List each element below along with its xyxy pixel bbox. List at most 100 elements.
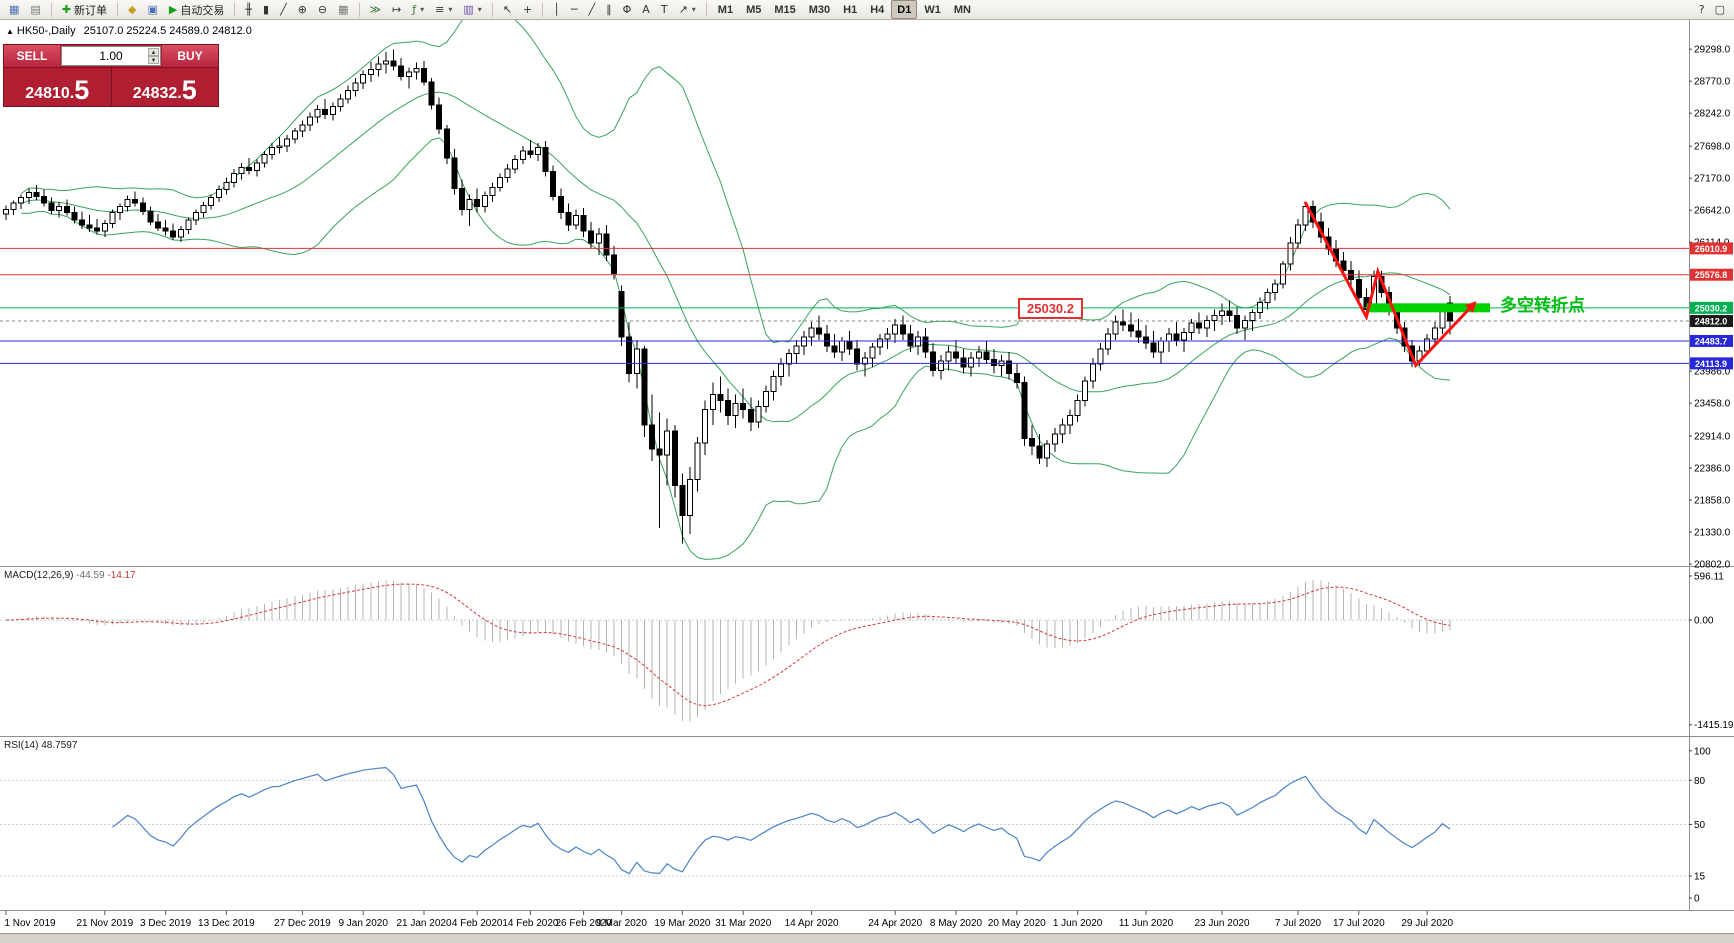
price-marker-label xyxy=(1690,334,1733,347)
candle-body xyxy=(671,430,678,486)
rsi-axis-label: 15 xyxy=(1694,872,1706,883)
candle-body xyxy=(1029,438,1035,447)
fibonacci-button[interactable]: Φ xyxy=(618,0,637,19)
candle-body xyxy=(1234,315,1241,329)
tf-m15-button[interactable]: M15 xyxy=(768,0,801,19)
candle-body xyxy=(611,254,617,274)
candle-body xyxy=(846,340,853,350)
templates-button[interactable]: ▥ ▾ xyxy=(458,0,486,19)
metaeditor-button[interactable]: ◆ xyxy=(123,0,141,19)
candle-body xyxy=(968,357,975,368)
candle-body xyxy=(497,177,503,188)
candle-body xyxy=(63,206,70,214)
volume-input[interactable] xyxy=(79,48,143,64)
zoom-out-button[interactable]: ⊖ xyxy=(313,0,332,19)
vertical-line-button[interactable]: │ xyxy=(548,0,565,19)
trendline-button[interactable]: ╱ xyxy=(584,0,601,19)
help-button[interactable]: ? xyxy=(1694,0,1710,19)
candle-body xyxy=(101,223,108,232)
date-axis-label: 23 Jun 2020 xyxy=(1194,918,1249,929)
cursor-button[interactable]: ↖ xyxy=(498,0,517,19)
arrows-button[interactable]: ↗ ▾ xyxy=(674,0,701,19)
templates-icon: ▥ xyxy=(463,3,474,16)
text-label-button[interactable]: T xyxy=(656,0,673,19)
candlestick-chart-button[interactable]: ▮ xyxy=(258,0,274,19)
tf-d1-button[interactable]: D1 xyxy=(891,0,918,19)
candle-body xyxy=(1150,342,1157,353)
new-order-button[interactable]: ✚ 新订单 xyxy=(57,0,112,19)
candle-body xyxy=(763,390,769,408)
channel-button[interactable]: ∥ xyxy=(601,0,617,19)
candle-body xyxy=(839,340,845,353)
candle-body xyxy=(550,170,557,197)
bar-chart-button[interactable]: ╫ xyxy=(240,0,257,19)
macd-axis-label: -1415.19 xyxy=(1694,720,1734,731)
price-callout[interactable]: 25030.2 xyxy=(1018,298,1083,319)
sell-button[interactable]: SELL xyxy=(4,45,60,67)
autotrading-button[interactable]: ▶ 自动交易 xyxy=(164,0,229,19)
bar-chart-icon: ╫ xyxy=(245,3,252,16)
candle-body xyxy=(10,202,17,211)
candle-body xyxy=(1067,415,1073,426)
price-marker-text: 25030.2 xyxy=(1695,303,1728,313)
support-band[interactable] xyxy=(1366,303,1490,313)
arrows-icon: ↗ xyxy=(678,3,688,16)
candle-body xyxy=(360,74,367,84)
toolbar-right-group: ? ▢ xyxy=(1694,0,1730,19)
tile-windows-icon: ▦ xyxy=(338,3,349,16)
candle-body xyxy=(291,130,298,140)
date-axis-label: 27 Dec 2019 xyxy=(274,918,331,929)
candle-body xyxy=(1036,445,1043,459)
periods-button-caret-icon: ▾ xyxy=(448,5,453,14)
rsi-value: 48.7597 xyxy=(41,740,78,751)
candle-body xyxy=(1127,324,1134,332)
candle-body xyxy=(1272,283,1279,294)
date-axis-label: 14 Apr 2020 xyxy=(785,918,839,929)
tf-h4-button[interactable]: H4 xyxy=(864,0,890,19)
price-marker-text: 24113.9 xyxy=(1695,359,1727,369)
market-watch-button[interactable]: ▣ xyxy=(143,0,163,19)
price-marker-text: 25576.8 xyxy=(1695,270,1728,280)
window-list-button[interactable]: ▢ xyxy=(1710,0,1730,19)
tf-mn-button[interactable]: MN xyxy=(948,0,977,19)
new-chart-button[interactable]: ▦ xyxy=(4,0,24,19)
crosshair-button[interactable]: + xyxy=(518,0,537,19)
date-axis-label: 1 Nov 2019 xyxy=(4,918,56,929)
chart-shift-button[interactable]: ↦ xyxy=(387,0,406,19)
tf-m1-button[interactable]: M1 xyxy=(712,0,739,19)
tf-w1-button[interactable]: W1 xyxy=(918,0,947,19)
volume-up-button[interactable]: ▲ xyxy=(148,48,159,56)
text-button[interactable]: A xyxy=(637,0,655,19)
candle-body xyxy=(86,224,93,229)
tf-m30-button-label: M30 xyxy=(808,3,831,16)
candle-body xyxy=(109,212,116,225)
periods-button[interactable]: ≡ ▾ xyxy=(430,0,457,19)
candle-body xyxy=(1340,260,1347,271)
volume-down-button[interactable]: ▼ xyxy=(148,56,159,64)
zigzag-arrow[interactable] xyxy=(1304,201,1471,369)
candle-body xyxy=(512,158,519,170)
candle-body xyxy=(261,154,268,164)
indicators-button[interactable]: ƒ ▾ xyxy=(407,0,429,19)
zoom-in-button[interactable]: ⊕ xyxy=(293,0,312,19)
tf-h1-button[interactable]: H1 xyxy=(837,0,863,19)
auto-scroll-button[interactable]: ≫ xyxy=(365,0,387,19)
candle-body xyxy=(253,162,260,171)
tf-m30-button[interactable]: M30 xyxy=(803,0,836,19)
tile-windows-button[interactable]: ▦ xyxy=(333,0,353,19)
horizontal-line-button[interactable]: ─ xyxy=(566,0,583,19)
window-list-icon: ▢ xyxy=(1714,3,1725,16)
macd-indicator-label: MACD(12,26,9) -44.59 -14.17 xyxy=(4,570,136,581)
tf-m5-button[interactable]: M5 xyxy=(740,0,767,19)
buy-button[interactable]: BUY xyxy=(162,45,218,67)
zoom-in-icon: ⊕ xyxy=(297,3,307,16)
price-marker-label xyxy=(1690,301,1733,314)
candle-body xyxy=(633,348,640,374)
rsi-indicator-label: RSI(14) 48.7597 xyxy=(4,740,77,751)
price-axis-tick-label: 28770.0 xyxy=(1694,77,1731,88)
candle-body xyxy=(831,345,838,353)
date-axis-label: 20 May 2020 xyxy=(988,918,1046,929)
profiles-button[interactable]: ▤ xyxy=(25,0,45,19)
turning-point-label[interactable]: 多空转折点 xyxy=(1500,296,1585,315)
line-chart-button[interactable]: ╱ xyxy=(275,0,292,19)
